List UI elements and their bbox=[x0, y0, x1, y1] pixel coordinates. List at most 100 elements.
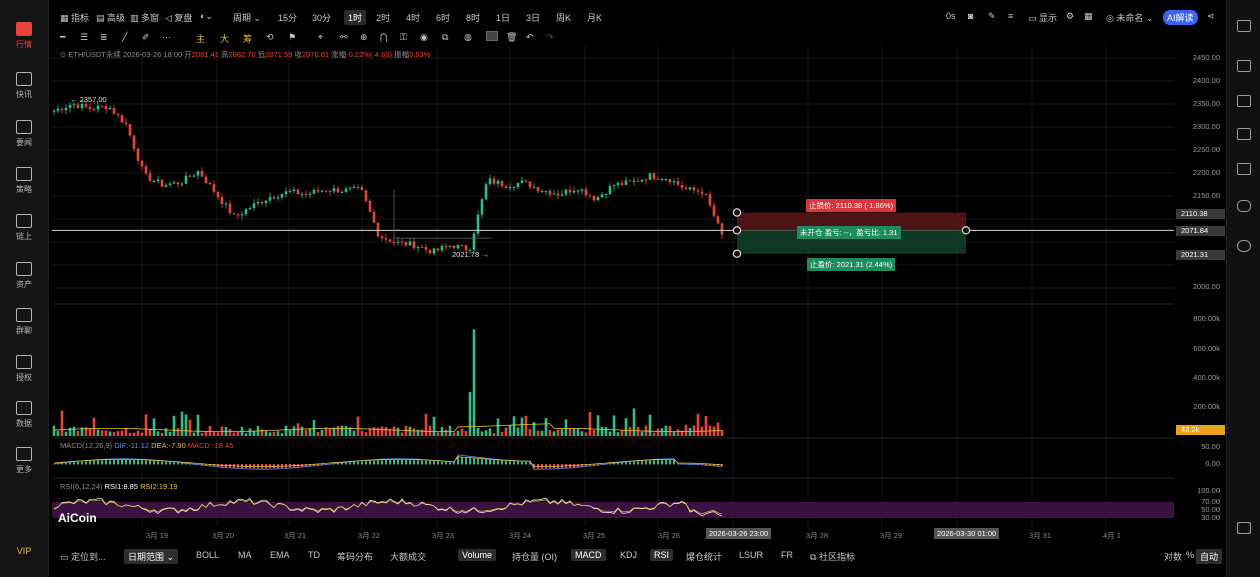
community-indicators-button[interactable]: ⧉ 社区指标 bbox=[810, 552, 855, 562]
chips-toggle[interactable]: 筹 bbox=[243, 34, 253, 44]
trash-icon[interactable]: 🗑 bbox=[506, 32, 518, 42]
layers-icon[interactable] bbox=[1237, 163, 1251, 175]
nav-item-market[interactable]: 行情 bbox=[0, 22, 48, 66]
kline-chart[interactable] bbox=[52, 46, 1174, 544]
period-30m[interactable]: 30分 bbox=[312, 13, 332, 23]
percent-toggle[interactable]: % bbox=[1186, 550, 1195, 560]
ind-lsur[interactable]: LSUR bbox=[739, 550, 764, 560]
period-8h[interactable]: 8时 bbox=[466, 13, 481, 23]
sync-icon[interactable]: ⟲ bbox=[266, 32, 274, 42]
chart-type-icon[interactable]: ◐⌄ bbox=[200, 11, 213, 21]
macd-hist-bar bbox=[177, 462, 179, 465]
ind-td[interactable]: TD bbox=[308, 550, 320, 560]
volume-bar bbox=[628, 426, 632, 436]
lock-icon[interactable]: ⚿ bbox=[400, 32, 407, 42]
period-3d[interactable]: 3日 bbox=[526, 13, 541, 23]
nav-item-strategy[interactable]: 策略 bbox=[0, 167, 48, 211]
ind-ma[interactable]: MA bbox=[238, 550, 252, 560]
nav-item-authorize[interactable]: 授权 bbox=[0, 355, 48, 399]
period-week[interactable]: 周K bbox=[556, 13, 572, 23]
grid-layout-icon[interactable]: ▦ bbox=[1084, 11, 1093, 21]
cursor-icon[interactable]: ⌖ bbox=[318, 32, 324, 42]
nav-item-data[interactable]: 数据 bbox=[0, 401, 48, 445]
orderbook-icon[interactable] bbox=[1237, 20, 1251, 32]
magnet-icon[interactable]: ⋂ bbox=[380, 32, 388, 42]
period-6h[interactable]: 6时 bbox=[436, 13, 451, 23]
locate-button[interactable]: ▭ 定位到... bbox=[60, 552, 106, 562]
camera-icon[interactable]: ◙ bbox=[968, 11, 974, 21]
replay-button[interactable]: ◁ 复盘 bbox=[165, 13, 193, 23]
settings-icon[interactable]: ⚙ bbox=[1066, 11, 1075, 21]
hide-icon[interactable]: ◍ bbox=[464, 32, 472, 42]
period-menu[interactable]: 周期 ⌄ bbox=[233, 13, 262, 23]
nav-item-assets[interactable]: 资产 bbox=[0, 262, 48, 306]
ind-chip-dist[interactable]: 筹码分布 bbox=[337, 552, 374, 562]
nav-item-headline[interactable]: 要闻 bbox=[0, 120, 48, 164]
log-scale-toggle[interactable]: 对数 bbox=[1164, 552, 1183, 562]
ind-rsi[interactable]: RSI bbox=[650, 549, 674, 561]
link-icon[interactable]: ⚯ bbox=[340, 32, 348, 42]
brush-tool-icon[interactable]: ✐ bbox=[142, 32, 150, 42]
main-chart-toggle[interactable]: 主 bbox=[196, 34, 206, 44]
alert-icon[interactable]: ⚑ bbox=[288, 32, 297, 42]
robot-icon[interactable] bbox=[1237, 200, 1251, 212]
advanced-button[interactable]: ▤ 高级 bbox=[96, 13, 126, 23]
period-4h[interactable]: 4时 bbox=[406, 13, 421, 23]
list-icon[interactable] bbox=[1237, 128, 1251, 140]
period-2h[interactable]: 2时 bbox=[376, 13, 391, 23]
nav-item-flash[interactable]: 快讯 bbox=[0, 72, 48, 116]
ind-ema[interactable]: EMA bbox=[270, 550, 290, 560]
nav-item-onchain[interactable]: 链上 bbox=[0, 214, 48, 258]
big-trade-toggle[interactable]: 大 bbox=[220, 34, 230, 44]
grid-icon[interactable] bbox=[1237, 522, 1251, 534]
stop-loss-label[interactable]: 止损价: 2110.38 (-1.86%) bbox=[806, 199, 897, 212]
ind-volume[interactable]: Volume bbox=[458, 549, 497, 561]
display-button[interactable]: ▭ 显示 bbox=[1028, 13, 1058, 23]
share-icon[interactable]: ⋖ bbox=[1207, 11, 1215, 21]
hline-tool-icon[interactable]: ━ bbox=[60, 32, 66, 42]
auto-scale-toggle[interactable]: 自动 bbox=[1196, 549, 1223, 564]
multi-window-label: 多窗 bbox=[141, 13, 160, 23]
redo-icon[interactable]: ↷ bbox=[546, 32, 554, 42]
compass-icon[interactable] bbox=[1237, 240, 1251, 252]
lines-icon[interactable]: ≡ bbox=[1008, 11, 1014, 21]
date-range-button[interactable]: 日期范围 ⌄ bbox=[124, 549, 179, 564]
chart-icon[interactable] bbox=[1237, 95, 1251, 107]
trend-icon[interactable] bbox=[1237, 60, 1251, 72]
position-label[interactable]: 未开仓 盈亏: --，盈亏比: 1.31 bbox=[797, 226, 901, 239]
nav-item-more[interactable]: 更多 bbox=[0, 447, 48, 491]
ai-interpret-button[interactable]: AI解读 bbox=[1163, 10, 1198, 25]
ind-fr[interactable]: FR bbox=[781, 550, 793, 560]
more-tools-icon[interactable]: ··· bbox=[162, 32, 171, 42]
eye-icon[interactable]: ◉ bbox=[420, 32, 428, 42]
candle-body bbox=[680, 184, 684, 188]
undo-icon[interactable]: ↶ bbox=[526, 32, 534, 42]
account-button[interactable]: ◎ 未命名 ⌄ bbox=[1106, 13, 1154, 23]
take-profit-label[interactable]: 止盈价: 2021.31 (2.44%) bbox=[807, 258, 896, 271]
layers-tool-icon[interactable]: ⧉ bbox=[442, 32, 449, 42]
zoom-icon[interactable]: ⊕ bbox=[360, 32, 368, 42]
filter-icon[interactable] bbox=[486, 31, 498, 41]
settings-small-icon[interactable]: ⊙ bbox=[60, 50, 67, 59]
period-month[interactable]: 月K bbox=[587, 13, 603, 23]
multi-window-button[interactable]: ▥ 多窗 bbox=[130, 13, 160, 23]
period-15m[interactable]: 15分 bbox=[278, 13, 298, 23]
ind-macd[interactable]: MACD bbox=[571, 549, 606, 561]
vip-button[interactable]: VIP bbox=[0, 546, 48, 568]
period-1h[interactable]: 1时 bbox=[344, 10, 367, 25]
channel-tool-icon[interactable]: ☰ bbox=[80, 32, 89, 42]
ind-oi[interactable]: 持仓量 (OI) bbox=[512, 552, 557, 562]
price-axis[interactable]: 2450.00 2400.00 2350.00 2300.00 2250.00 … bbox=[1174, 46, 1225, 544]
ind-large-trade[interactable]: 大额成交 bbox=[390, 552, 427, 562]
macd-hist-bar bbox=[373, 460, 375, 465]
nav-item-chat[interactable]: 群聊 bbox=[0, 308, 48, 352]
ind-liquidation[interactable]: 爆仓统计 bbox=[686, 552, 723, 562]
macd-hist-bar bbox=[717, 464, 719, 467]
fib-tool-icon[interactable]: ≣ bbox=[100, 32, 108, 42]
pencil-icon[interactable]: ✎ bbox=[988, 11, 996, 21]
trendline-tool-icon[interactable]: ╱ bbox=[122, 32, 128, 42]
ind-kdj[interactable]: KDJ bbox=[620, 550, 638, 560]
indicators-button[interactable]: ▦ 指标 bbox=[60, 13, 90, 23]
ind-boll[interactable]: BOLL bbox=[196, 550, 220, 560]
period-1d[interactable]: 1日 bbox=[496, 13, 511, 23]
